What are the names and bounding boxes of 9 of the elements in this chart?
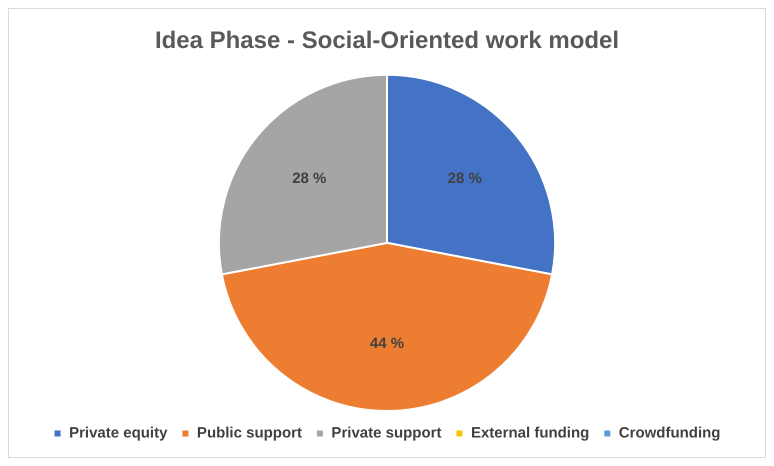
legend-label: Private equity: [69, 424, 168, 442]
chart-title: Idea Phase - Social-Oriented work model: [154, 27, 620, 54]
data-label: 28 %: [448, 170, 482, 187]
legend-label: External funding: [470, 424, 590, 442]
legend-label: Private support: [331, 424, 442, 442]
legend-label: Crowdfunding: [618, 424, 720, 442]
legend-label: Public support: [196, 424, 302, 442]
data-label: 44 %: [370, 334, 404, 352]
data-label: 28 %: [292, 170, 326, 187]
